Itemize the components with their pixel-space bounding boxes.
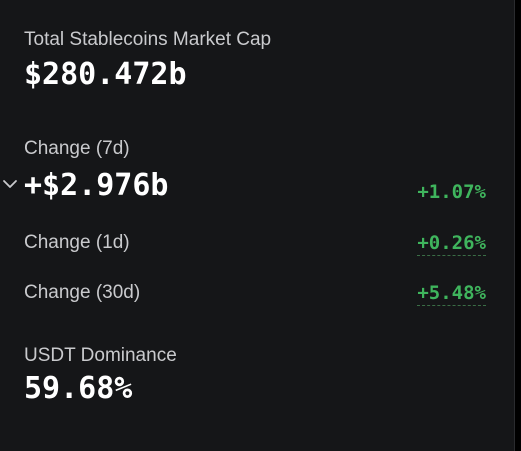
change-7d-label: Change (7d)	[24, 138, 130, 159]
market-cap-value: $280.472b	[24, 57, 187, 92]
change-30d-label: Change (30d)	[24, 282, 141, 303]
change-7d-value: +$2.976b	[24, 168, 169, 203]
usdt-dominance-value: 59.68%	[24, 371, 133, 406]
change-1d-label: Change (1d)	[24, 232, 130, 253]
change-30d-percent[interactable]: +5.48%	[417, 282, 486, 306]
usdt-dominance-label: USDT Dominance	[24, 345, 177, 366]
chevron-down-icon[interactable]	[2, 178, 18, 190]
market-cap-label: Total Stablecoins Market Cap	[24, 29, 272, 50]
change-1d-percent[interactable]: +0.26%	[417, 232, 486, 256]
change-7d-percent: +1.07%	[417, 181, 486, 203]
